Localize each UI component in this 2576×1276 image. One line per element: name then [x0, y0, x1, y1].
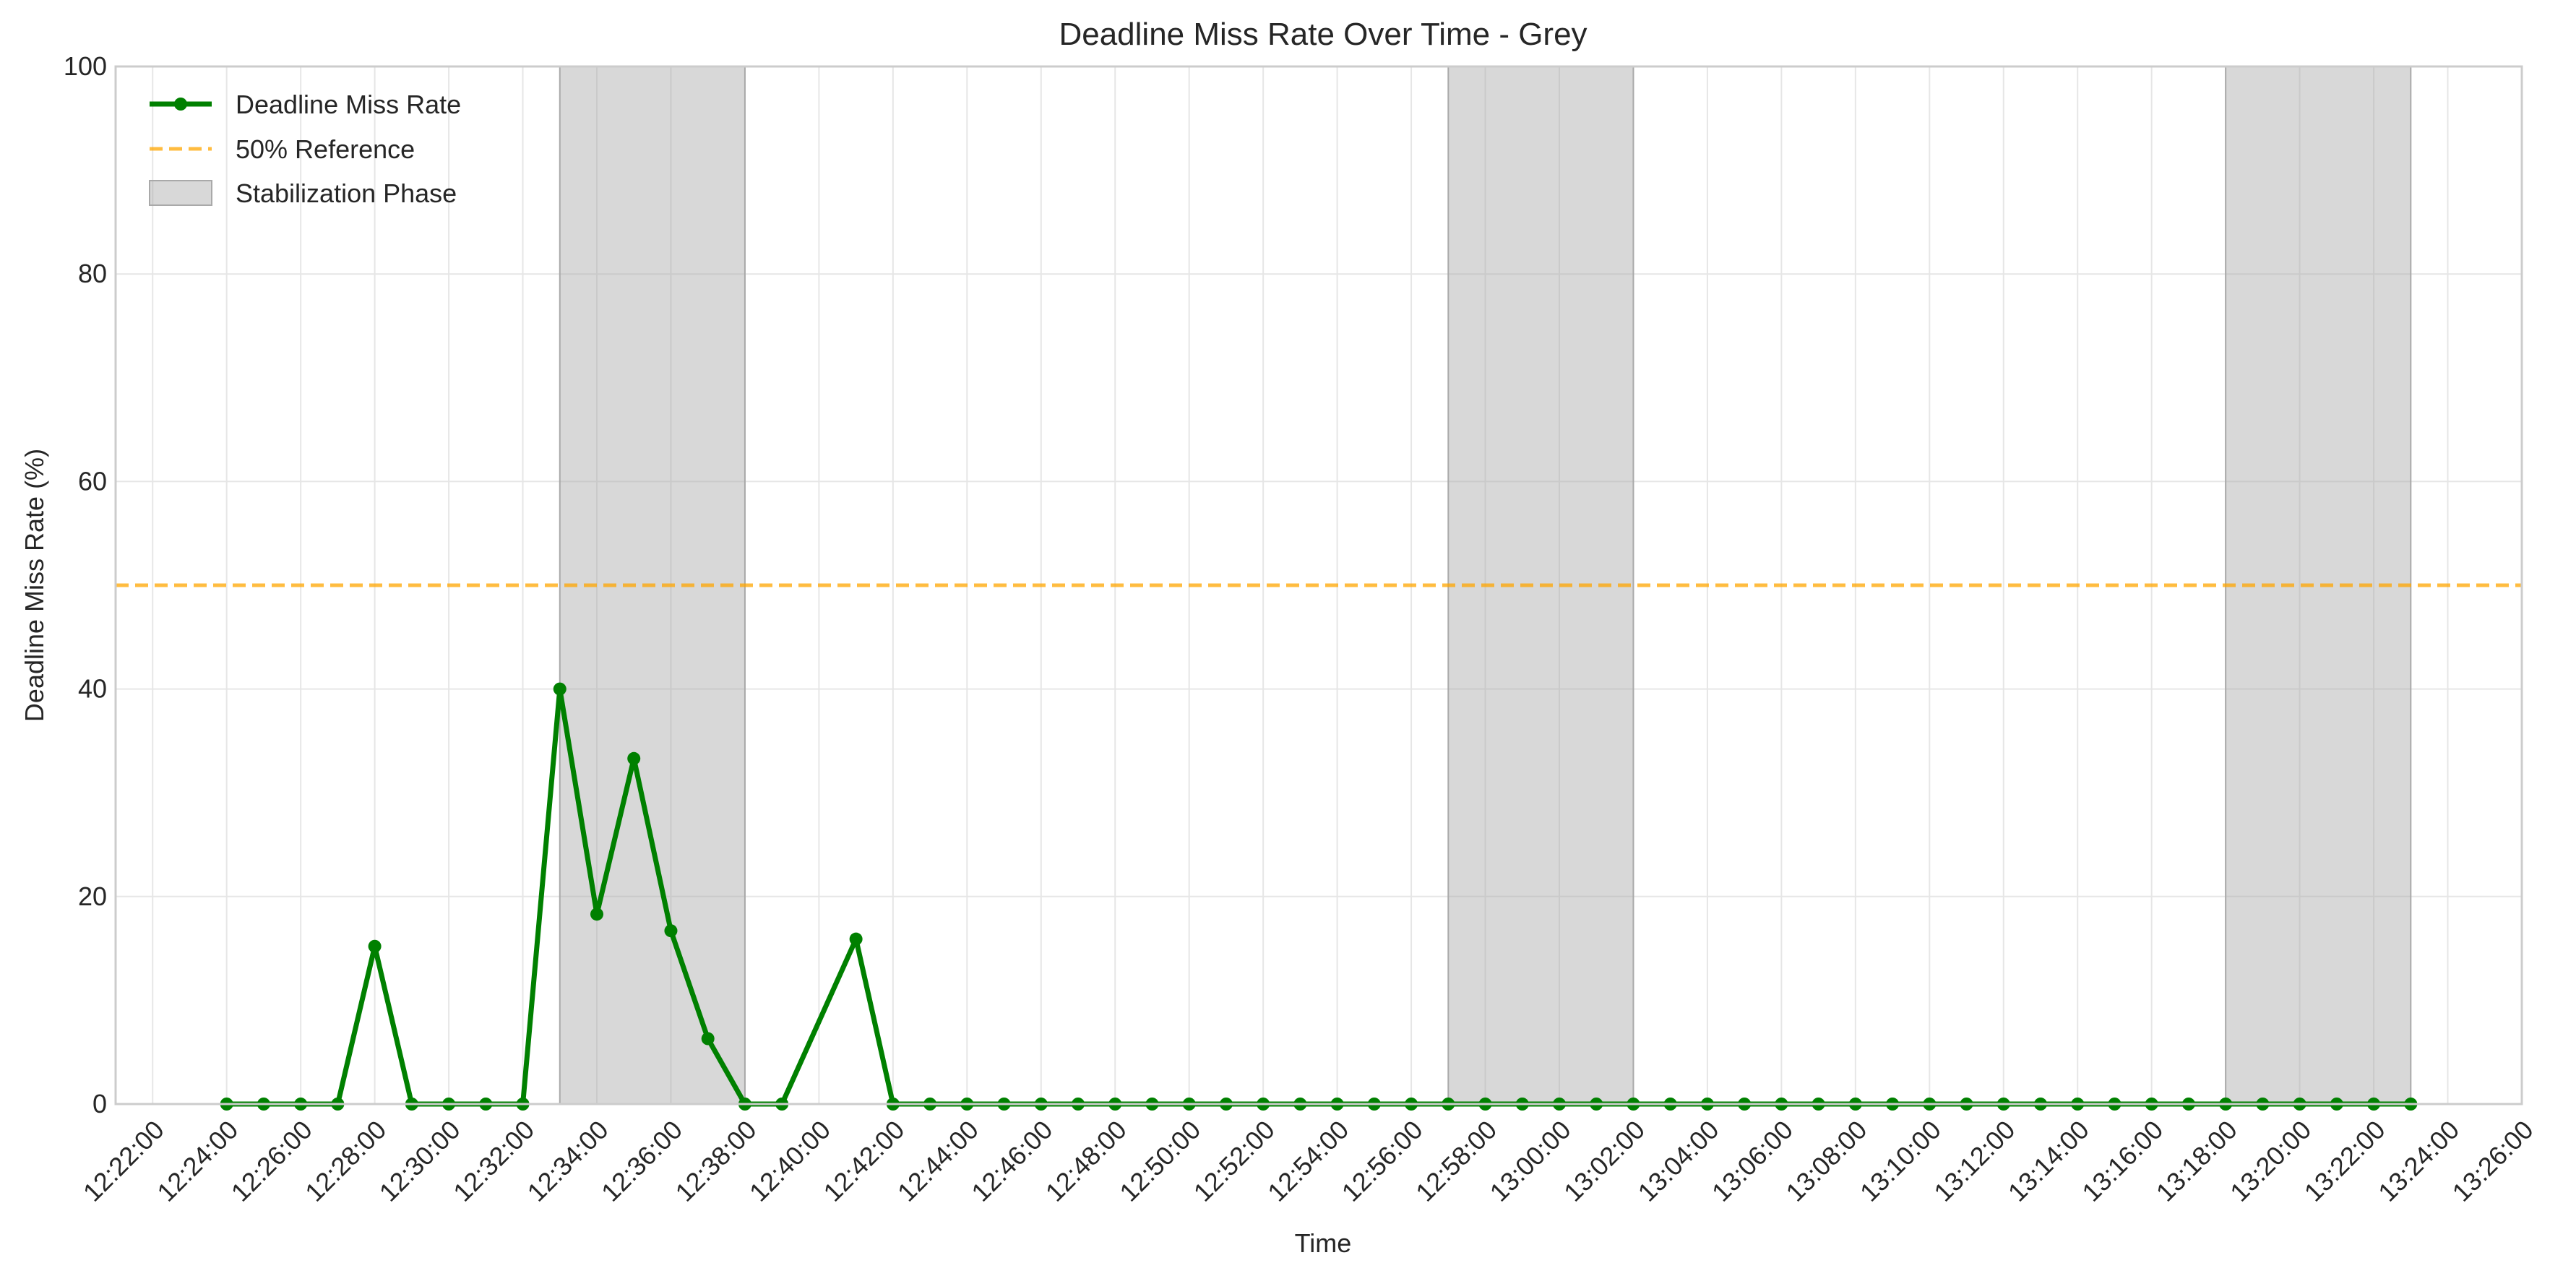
- legend-label-shade: Stabilization Phase: [236, 178, 457, 208]
- y-tick-label: 0: [92, 1089, 107, 1118]
- y-tick-label: 80: [78, 259, 107, 288]
- y-tick-label: 60: [78, 466, 107, 496]
- data-point: [590, 908, 603, 921]
- data-point: [553, 682, 567, 696]
- data-point: [368, 939, 382, 953]
- x-axis-label: Time: [1295, 1228, 1352, 1258]
- data-point: [849, 932, 863, 946]
- legend-label-series: Deadline Miss Rate: [236, 90, 461, 119]
- y-tick-label: 100: [64, 51, 107, 81]
- legend-label-reference: 50% Reference: [236, 134, 415, 164]
- plot-frame: [114, 65, 2523, 1105]
- chart-title: Deadline Miss Rate Over Time - Grey: [1059, 17, 1587, 52]
- y-tick-labels: 0 20 40 60 80 100: [64, 51, 107, 1118]
- y-tick-label: 20: [78, 881, 107, 911]
- y-axis-label: Deadline Miss Rate (%): [20, 449, 49, 722]
- legend-swatch-shade: [149, 180, 212, 206]
- y-tick-label: 40: [78, 674, 107, 704]
- data-point: [701, 1032, 715, 1046]
- data-point: [627, 751, 641, 765]
- legend-swatch-marker: [174, 98, 187, 111]
- legend: Deadline Miss Rate 50% Reference Stabili…: [149, 90, 461, 208]
- data-point: [664, 924, 678, 938]
